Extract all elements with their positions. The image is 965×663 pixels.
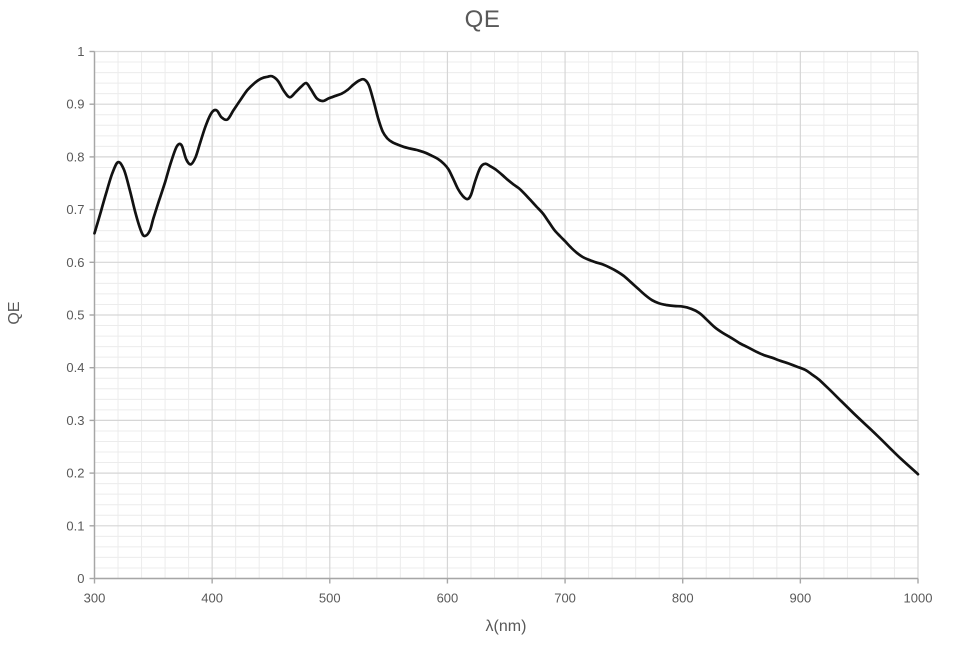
y-axis-title: QE <box>6 301 23 325</box>
y-tick-label: 0.9 <box>66 97 84 112</box>
x-tick-label: 700 <box>554 591 576 606</box>
y-tick-label: 0 <box>77 571 84 586</box>
y-tick-label: 0.5 <box>66 308 84 323</box>
x-tick-label: 600 <box>437 591 459 606</box>
y-tick-label: 0.4 <box>66 360 84 375</box>
y-tick-label: 1 <box>77 44 84 59</box>
y-tick-label: 0.8 <box>66 149 84 164</box>
x-tick-label: 300 <box>84 591 106 606</box>
x-tick-label: 900 <box>790 591 812 606</box>
qe-curve <box>93 74 920 476</box>
y-tick-label: 0.6 <box>66 255 84 270</box>
x-tick-label: 1000 <box>904 591 933 606</box>
chart-title: QE <box>464 6 501 33</box>
x-axis-title: λ(nm) <box>485 618 527 635</box>
y-tick-label: 0.2 <box>66 466 84 481</box>
y-tick-label: 0.1 <box>66 518 84 533</box>
y-tick-label: 0.3 <box>66 413 84 428</box>
x-tick-label: 500 <box>319 591 341 606</box>
y-tick-label: 0.7 <box>66 202 84 217</box>
x-tick-label: 400 <box>201 591 223 606</box>
x-tick-label: 800 <box>672 591 694 606</box>
